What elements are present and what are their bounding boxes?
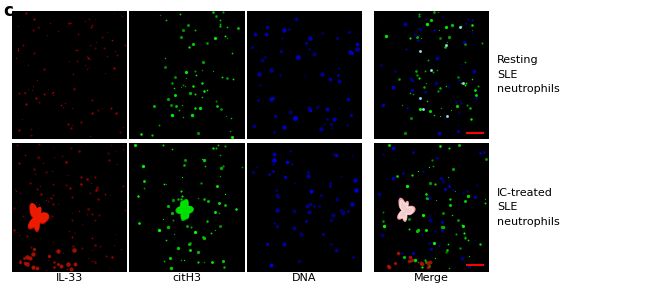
Polygon shape [398, 198, 415, 221]
Text: c: c [3, 2, 13, 20]
Text: IC-treated: IC-treated [497, 188, 553, 198]
Text: Resting: Resting [497, 56, 539, 66]
Text: citH3: citH3 [172, 273, 202, 283]
Polygon shape [176, 200, 193, 220]
Polygon shape [29, 204, 48, 230]
Text: neutrophils: neutrophils [497, 85, 560, 95]
Polygon shape [29, 204, 49, 231]
Text: Merge: Merge [414, 273, 449, 283]
Polygon shape [177, 201, 192, 219]
Text: SLE: SLE [497, 70, 517, 80]
Text: IL-33: IL-33 [56, 273, 83, 283]
Text: SLE: SLE [497, 202, 517, 212]
Text: neutrophils: neutrophils [497, 217, 560, 227]
Polygon shape [399, 201, 413, 220]
Text: DNA: DNA [292, 273, 317, 283]
